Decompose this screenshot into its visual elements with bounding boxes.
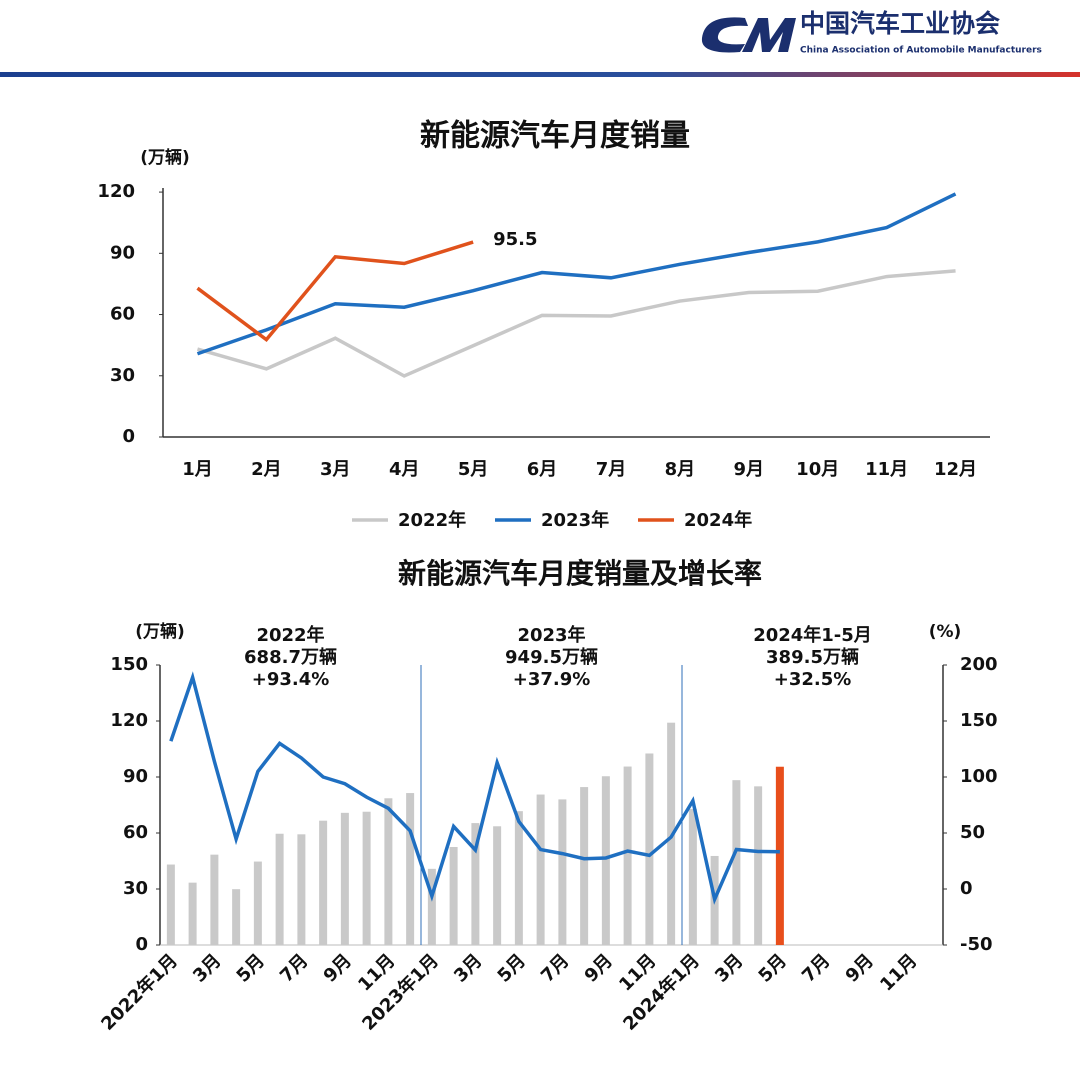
bar	[732, 780, 741, 945]
x-tick-label: 2022年1月	[97, 950, 182, 1035]
x-tick-label: 5月	[755, 950, 791, 986]
x-tick-label: 3月	[711, 950, 747, 986]
bar	[449, 847, 458, 945]
bar	[493, 826, 502, 945]
x-tick-label: 8月	[665, 459, 696, 480]
x-tick-label: 9月	[734, 459, 765, 480]
bar	[232, 889, 241, 945]
x-tick-label: 7月	[596, 459, 627, 480]
x-tick-label: 7月	[276, 950, 312, 986]
annotation: +32.5%	[774, 669, 852, 690]
bar	[427, 868, 436, 945]
annotation: 2022年	[256, 624, 324, 646]
annotation: +37.9%	[513, 669, 591, 690]
org-name-en: China Association of Automobile Manufact…	[800, 46, 1042, 56]
annotation: 2023年	[517, 624, 585, 646]
annotation: 949.5万辆	[505, 646, 598, 668]
legend-label: 2023年	[541, 509, 609, 531]
y2-tick-label: 150	[960, 710, 998, 731]
y-tick-label: 30	[123, 878, 148, 899]
bar	[188, 882, 197, 945]
x-tick-label: 5月	[494, 950, 530, 986]
header-rule	[0, 72, 1080, 77]
x-tick-label: 9月	[320, 950, 356, 986]
bar	[253, 861, 262, 945]
x-tick-label: 6月	[527, 459, 558, 480]
x-tick-label: 9月	[581, 950, 617, 986]
bar	[406, 793, 415, 945]
y2-tick-label: 100	[960, 766, 998, 787]
chart-title: 新能源汽车月度销量	[420, 119, 690, 154]
bar	[297, 834, 306, 945]
y2-tick-label: 0	[960, 878, 973, 899]
y-tick-label: 120	[97, 181, 135, 202]
bar	[384, 798, 393, 945]
bar	[362, 811, 371, 945]
annotation: 688.7万辆	[244, 646, 337, 668]
bar	[645, 753, 654, 945]
bar	[275, 833, 284, 945]
bar	[210, 854, 219, 945]
x-tick-label: 5月	[458, 459, 489, 480]
series-line	[196, 192, 957, 356]
bar	[471, 823, 480, 945]
x-tick-label: 7月	[537, 950, 573, 986]
chart-title: 新能源汽车月度销量及增长率	[398, 557, 762, 590]
x-tick-label: 7月	[798, 950, 834, 986]
logo: 中国汽车工业协会 China Association of Automobile…	[701, 9, 1042, 56]
bar	[623, 766, 632, 945]
series-line	[196, 240, 474, 343]
x-tick-label: 9月	[842, 950, 878, 986]
logo-mark	[742, 18, 796, 52]
series-line	[196, 269, 956, 378]
x-tick-label: 3月	[320, 459, 351, 480]
x-tick-label: 5月	[233, 950, 269, 986]
y2-tick-label: -50	[960, 934, 993, 955]
y-tick-label: 0	[135, 934, 148, 955]
bar	[754, 786, 763, 945]
y-axis-label: (万辆)	[135, 621, 185, 642]
org-name: 中国汽车工业协会	[800, 9, 1000, 38]
y-tick-label: 30	[110, 365, 135, 386]
bar	[166, 864, 175, 945]
growth-line	[169, 671, 780, 905]
bar	[536, 794, 545, 945]
y-tick-label: 90	[110, 242, 135, 263]
bar	[775, 766, 784, 945]
annotation: 389.5万辆	[766, 646, 859, 668]
y-axis-label: (万辆)	[140, 147, 190, 168]
logo-mark	[701, 17, 748, 53]
data-label: 95.5	[493, 229, 537, 250]
x-tick-label: 2月	[251, 459, 282, 480]
y-tick-label: 150	[110, 654, 148, 675]
y2-axis-label: (%)	[929, 622, 962, 642]
y-tick-label: 0	[122, 426, 135, 447]
x-tick-label: 10月	[796, 459, 839, 480]
x-tick-label: 4月	[389, 459, 420, 480]
annotation: +93.4%	[252, 669, 330, 690]
bar	[580, 787, 589, 945]
bar	[558, 799, 567, 945]
y2-tick-label: 50	[960, 822, 985, 843]
y-tick-label: 60	[123, 822, 148, 843]
bar	[340, 812, 349, 945]
x-tick-label: 11月	[865, 459, 908, 480]
bar	[601, 776, 610, 945]
annotation: 2024年1-5月	[753, 624, 872, 646]
legend-label: 2022年	[398, 509, 466, 531]
x-tick-label: 3月	[189, 950, 225, 986]
x-tick-label: 3月	[450, 950, 486, 986]
x-tick-label: 1月	[182, 459, 213, 480]
legend-label: 2024年	[684, 509, 752, 531]
x-tick-label: 11月	[876, 950, 921, 995]
y-tick-label: 90	[123, 766, 148, 787]
y2-tick-label: 200	[960, 654, 998, 675]
bar	[688, 808, 697, 945]
y-tick-label: 60	[110, 304, 135, 325]
bar	[514, 811, 523, 945]
x-tick-label: 12月	[934, 459, 977, 480]
y-tick-label: 120	[110, 710, 148, 731]
bar	[319, 820, 328, 945]
